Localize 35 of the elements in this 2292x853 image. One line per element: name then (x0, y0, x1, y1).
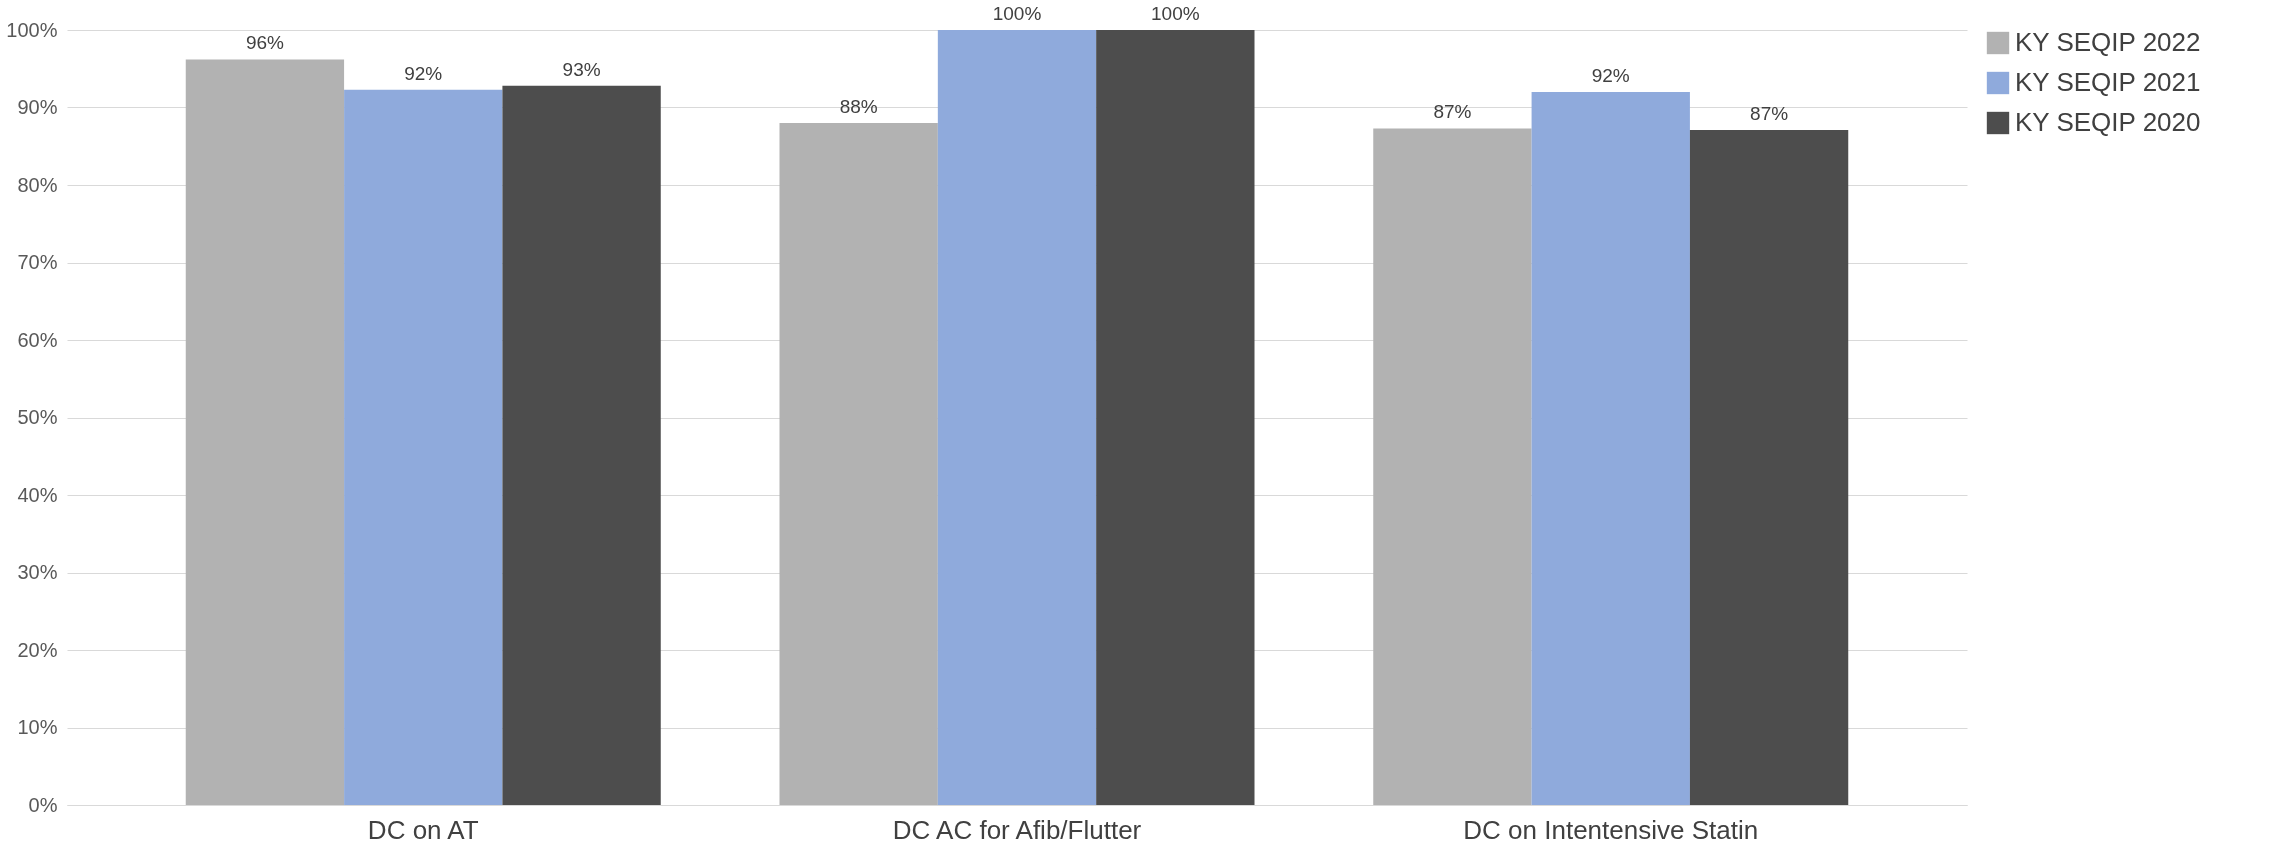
data-label: 87% (1433, 101, 1472, 123)
y-tick-label: 90% (17, 96, 58, 118)
x-tick-label: DC on Intentensive Statin (1463, 814, 1759, 845)
bar (779, 123, 938, 805)
bar (1531, 92, 1690, 805)
y-tick-label: 100% (6, 18, 58, 41)
y-tick-label: 40% (17, 483, 58, 506)
data-label: 88% (839, 96, 878, 117)
bar (1689, 129, 1849, 805)
y-tick-label: 60% (17, 328, 58, 351)
y-tick-label: 10% (17, 716, 58, 738)
data-label: 92% (404, 62, 443, 84)
bar (1373, 128, 1532, 805)
bar (344, 89, 503, 805)
x-tick-label: DC on AT (367, 814, 479, 845)
legend-label: KY SEQIP 2020 (2015, 107, 2201, 137)
y-tick-label: 0% (28, 793, 58, 816)
data-label: 100% (992, 3, 1042, 24)
y-tick-label: 20% (17, 638, 58, 661)
y-tick-label: 70% (17, 251, 58, 273)
y-tick-label: 80% (17, 173, 58, 196)
legend-label: KY SEQIP 2022 (2015, 27, 2201, 57)
y-tick-label: 30% (17, 561, 58, 583)
bar (937, 30, 1097, 805)
data-label: 87% (1750, 102, 1789, 124)
bar (185, 59, 345, 805)
x-tick-label: DC AC for Afib/Flutter (892, 814, 1142, 845)
bar (1096, 30, 1255, 805)
data-label: 100% (1151, 3, 1200, 24)
legend-label: KY SEQIP 2021 (2015, 67, 2201, 97)
y-tick-label: 50% (17, 406, 58, 428)
data-label: 96% (245, 32, 285, 54)
bar (502, 85, 661, 805)
data-label: 93% (562, 58, 601, 80)
data-label: 92% (1591, 65, 1630, 86)
